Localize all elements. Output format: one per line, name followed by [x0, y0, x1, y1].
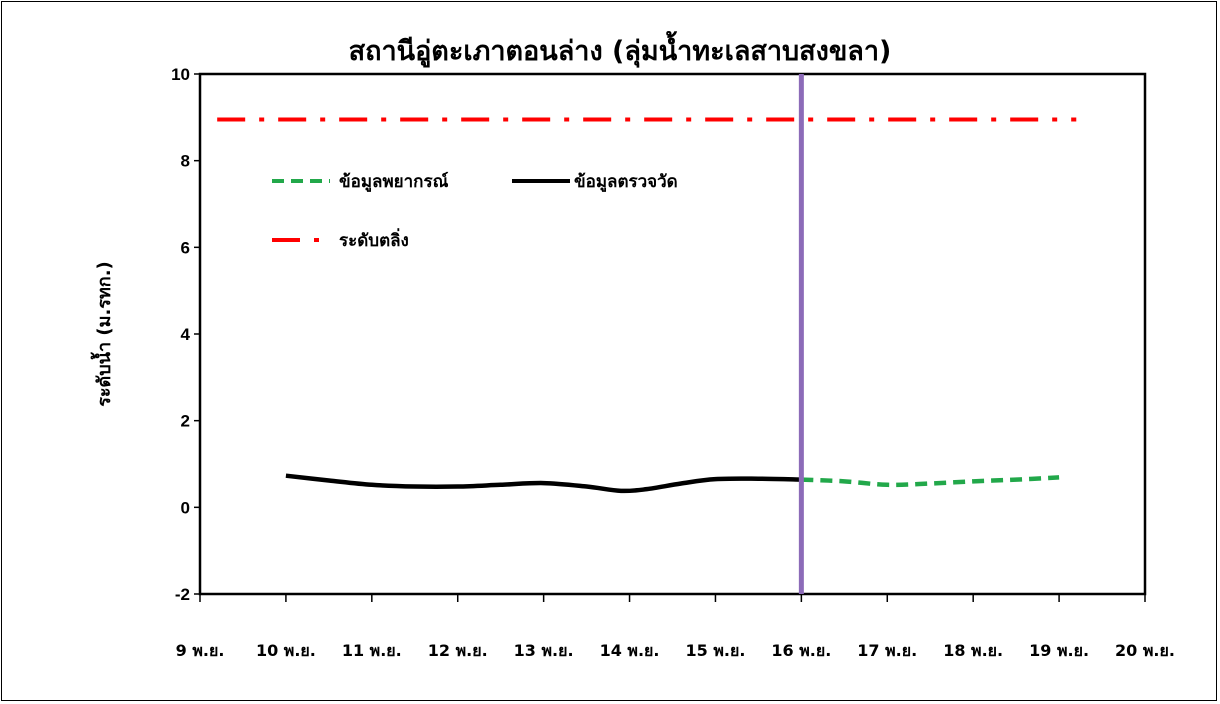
plot-area — [198, 72, 1147, 596]
y-tick-label: -2 — [175, 585, 190, 604]
x-tick-label: 18 พ.ย. — [943, 641, 1003, 660]
x-axis: 9 พ.ย. 10 พ.ย. 11 พ.ย. 12 พ.ย. 13 พ.ย. 14 พ.ย… — [176, 594, 1175, 660]
forecast-series-line — [801, 475, 1060, 488]
y-axis-label: ระดับน้ำ (ม.รทก.) — [90, 261, 115, 407]
x-tick-label: 12 พ.ย. — [428, 641, 488, 660]
legend-label-bank-level: ระดับตลิ่ง — [339, 228, 409, 251]
y-tick-label: 6 — [181, 238, 190, 257]
legend: ข้อมูลพยากรณ์ ข้อมูลตรวจวัด ระดับตลิ่ง — [272, 171, 678, 251]
x-tick-label: 9 พ.ย. — [176, 641, 225, 660]
y-tick-label: 0 — [181, 498, 190, 517]
y-tick-label: 2 — [181, 412, 190, 431]
x-tick-label: 14 พ.ย. — [600, 641, 660, 660]
y-tick-label: 10 — [171, 65, 190, 84]
x-tick-label: 20 พ.ย. — [1115, 641, 1175, 660]
legend-label-observed: ข้อมูลตรวจวัด — [574, 172, 678, 193]
series-layer — [217, 117, 1077, 494]
x-tick-label: 16 พ.ย. — [771, 641, 831, 660]
x-tick-label: 11 พ.ย. — [342, 641, 402, 660]
y-tick-label: 4 — [181, 325, 191, 344]
legend-label-forecast: ข้อมูลพยากรณ์ — [339, 171, 449, 193]
x-tick-label: 15 พ.ย. — [685, 641, 745, 660]
y-tick-label: 8 — [181, 152, 190, 171]
x-tick-label: 19 พ.ย. — [1029, 641, 1089, 660]
y-axis: -2 0 2 4 6 8 10 — [171, 65, 200, 604]
observed-series-line — [285, 473, 802, 494]
x-tick-label: 13 พ.ย. — [514, 641, 574, 660]
x-tick-label: 17 พ.ย. — [857, 641, 917, 660]
chart-title: สถานีอู่ตะเภาตอนล่าง (ลุ่มน้ำทะเลสาบสงขล… — [349, 30, 892, 68]
x-tick-label: 10 พ.ย. — [256, 641, 316, 660]
